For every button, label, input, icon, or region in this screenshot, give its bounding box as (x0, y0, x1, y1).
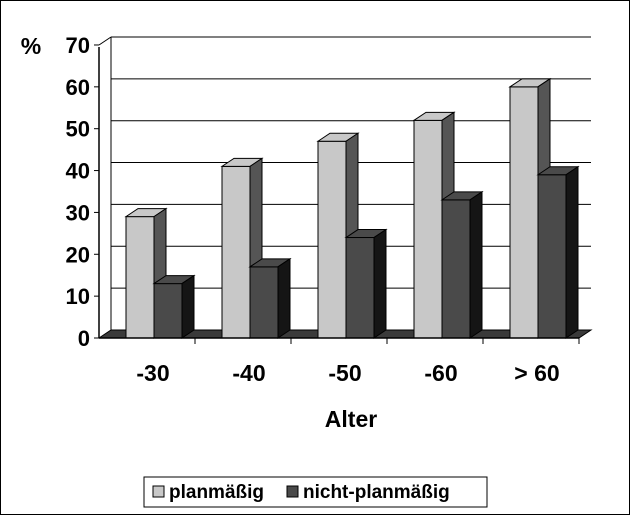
bar-side (373, 228, 387, 339)
legend-swatch-planmaessig (152, 485, 165, 498)
legend-box (143, 476, 488, 508)
bar-front (125, 216, 155, 339)
y-tick-labels: 0 10 20 30 40 50 60 70 (66, 33, 90, 351)
x-tick-labels: -30 -40 -50 -60 > 60 (136, 360, 559, 386)
bar-side (181, 274, 195, 339)
x-tick-label: > 60 (514, 360, 559, 386)
y-axis-title: % (21, 33, 41, 59)
x-axis-title: Alter (325, 406, 377, 432)
bar (344, 228, 388, 339)
bar-side (565, 165, 579, 339)
bar (536, 165, 580, 339)
bar-front (413, 119, 443, 339)
bar-front (221, 165, 251, 339)
bar-front (345, 237, 375, 339)
y-tick-label: 60 (66, 75, 90, 100)
bar-side (277, 257, 291, 339)
bar-front (441, 199, 471, 339)
y-tick-label: 40 (66, 159, 90, 184)
bar-front (153, 283, 183, 339)
legend-label-planmaessig: planmäßig (169, 482, 264, 503)
bar (248, 257, 292, 339)
y-tick-label: 70 (66, 33, 90, 58)
y-tick-label: 10 (66, 284, 90, 309)
legend-swatch-nicht-planmaessig (286, 485, 299, 498)
x-tick-label: -30 (136, 360, 169, 386)
bar (440, 190, 484, 339)
bar-side (469, 190, 483, 339)
y-tick-label: 20 (66, 242, 90, 267)
x-tick-label: -40 (232, 360, 265, 386)
bar-front (509, 86, 539, 339)
y-tick-label: 0 (78, 326, 90, 351)
bar-front (537, 174, 567, 339)
x-tick-label: -50 (328, 360, 361, 386)
legend-label-nicht-planmaessig: nicht-planmäßig (303, 482, 450, 503)
bar-front (317, 140, 347, 339)
bar-front (249, 266, 279, 339)
axes (94, 36, 580, 344)
bar (152, 274, 196, 339)
bars (124, 77, 580, 339)
y-axis-top (98, 36, 112, 46)
x-tick-label: -60 (424, 360, 457, 386)
y-tick-label: 50 (66, 117, 90, 142)
legend: planmäßig nicht-planmäßig (143, 476, 488, 508)
y-tick-label: 30 (66, 200, 90, 225)
